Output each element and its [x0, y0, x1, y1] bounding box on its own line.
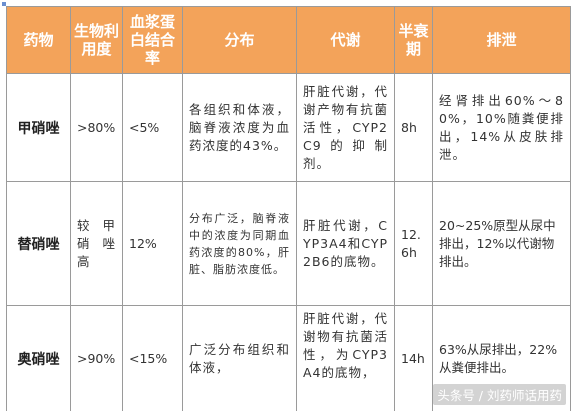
- header-excretion: 排泄: [432, 6, 571, 74]
- drug-name-cell: 替硝唑: [6, 181, 71, 306]
- watermark-text: 头条号 / 刘药师话用药: [433, 384, 566, 405]
- header-distribution: 分布: [182, 6, 297, 74]
- header-protein-binding: 血浆蛋白结合率: [122, 6, 183, 74]
- bioavailability-cell: 较甲硝唑高: [70, 181, 123, 306]
- excretion-cell: 经肾排出60%～80%，10%随粪便排出，14%从皮肤排泄。: [432, 73, 571, 182]
- table-row: 替硝唑 较甲硝唑高 12% 分布广泛，脑脊液中的浓度为同期血药浓度的80%，肝脏…: [6, 181, 571, 306]
- protein-binding-cell: <15%: [122, 305, 183, 411]
- corner-marker: [2, 2, 6, 6]
- table-row: 奥硝唑 >90% <15% 广泛分布组织和体液， 肝脏代谢，代谢物有抗菌活性，为…: [6, 305, 571, 411]
- header-half-life: 半衰期: [394, 6, 433, 74]
- half-life-cell: 8h: [394, 73, 433, 182]
- header-metabolism: 代谢: [296, 6, 395, 74]
- drug-name-cell: 奥硝唑: [6, 305, 71, 411]
- metabolism-cell: 肝脏代谢，代谢物有抗菌活性，为CYP3A4的底物，: [296, 305, 395, 411]
- metabolism-cell: 肝脏代谢，代谢产物有抗菌活性，CYP2C9的抑制剂。: [296, 73, 395, 182]
- header-drug: 药物: [6, 6, 71, 74]
- bioavailability-cell: >90%: [70, 305, 123, 411]
- metabolism-cell: 肝脏代谢，CYP3A4和CYP2B6的底物。: [296, 181, 395, 306]
- protein-binding-cell: <5%: [122, 73, 183, 182]
- distribution-cell: 各组织和体液，脑脊液浓度为血药浓度的43%。: [182, 73, 297, 182]
- distribution-cell: 广泛分布组织和体液，: [182, 305, 297, 411]
- distribution-cell: 分布广泛，脑脊液中的浓度为同期血药浓度的80%，肝脏、脂肪浓度低。: [182, 181, 297, 306]
- half-life-cell: 12.6h: [394, 181, 433, 306]
- drug-name-cell: 甲硝唑: [6, 73, 71, 182]
- bioavailability-cell: >80%: [70, 73, 123, 182]
- protein-binding-cell: 12%: [122, 181, 183, 306]
- drug-comparison-table: 药物 生物利用度 血浆蛋白结合率 分布 代谢 半衰期 排泄 甲硝唑 >80% <…: [6, 6, 571, 411]
- header-bioavailability: 生物利用度: [70, 6, 123, 74]
- half-life-cell: 14h: [394, 305, 433, 411]
- excretion-cell: 20~25%原型从尿中排出，12%以代谢物排出。: [432, 181, 571, 306]
- excretion-cell: 63%从尿排出，22%从粪便排出。: [432, 305, 571, 411]
- header-row: 药物 生物利用度 血浆蛋白结合率 分布 代谢 半衰期 排泄: [6, 6, 571, 74]
- table-row: 甲硝唑 >80% <5% 各组织和体液，脑脊液浓度为血药浓度的43%。 肝脏代谢…: [6, 73, 571, 182]
